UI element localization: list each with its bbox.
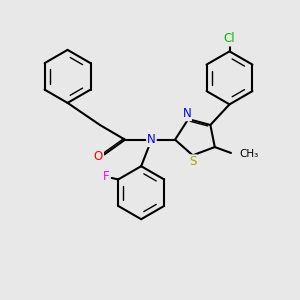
Text: CH₃: CH₃ [239,149,259,159]
Text: S: S [189,155,196,168]
Text: N: N [147,133,156,146]
Text: Cl: Cl [224,32,235,46]
Text: O: O [94,150,103,163]
Text: F: F [103,170,109,183]
Text: N: N [182,107,191,120]
